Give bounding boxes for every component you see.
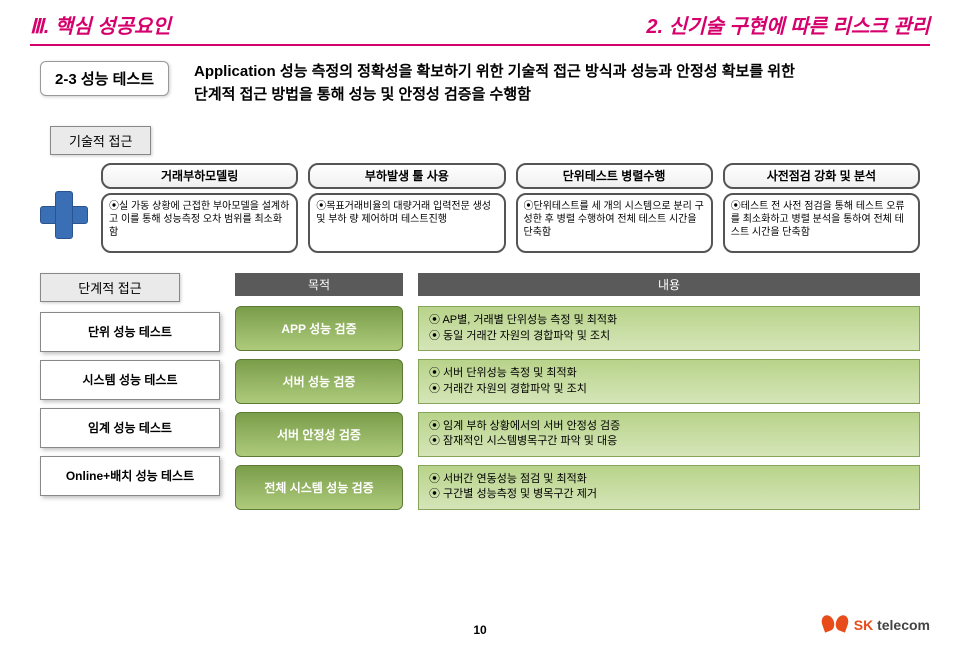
tech-approach-label: 기술적 접근	[50, 126, 151, 155]
purpose-box-0: APP 성능 검증	[235, 306, 403, 351]
stage-row-0: APP 성능 검증 ⦿ AP별, 거래별 단위성능 측정 및 최적화 ⦿ 동일 …	[235, 306, 920, 351]
sk-telecom-logo: SK telecom	[822, 615, 930, 635]
content-box-3: ⦿ 서버간 연동성능 점검 및 최적화 ⦿ 구간별 성능측정 및 병목구간 제거	[418, 465, 920, 510]
header-left-title: Ⅲ. 핵심 성공요인	[30, 10, 171, 39]
logo-text: SK telecom	[854, 617, 930, 633]
tech-desc-1: ⦿목표거래비율의 대량거래 입력전문 생성 및 부하 량 제어하며 테스트진행	[308, 193, 505, 253]
tech-desc-2: ⦿단위테스트를 세 개의 시스템으로 분리 구성한 후 병렬 수행하여 전체 테…	[516, 193, 713, 253]
stage-box-3: Online+배치 성능 테스트	[40, 456, 220, 496]
tech-title-2: 단위테스트 병렬수행	[516, 163, 713, 189]
tech-title-3: 사전점검 강화 및 분석	[723, 163, 920, 189]
stage-header-row: 목적 내용	[235, 273, 920, 296]
tech-col-3: 사전점검 강화 및 분석 ⦿테스트 전 사전 점검을 통해 테스트 오류를 최소…	[723, 163, 920, 253]
stage-right-column: 목적 내용 APP 성능 검증 ⦿ AP별, 거래별 단위성능 측정 및 최적화…	[235, 273, 920, 509]
content-line: ⦿ 동일 거래간 자원의 경합파악 및 조치	[429, 329, 909, 344]
stage-header-content: 내용	[418, 273, 920, 296]
logo-sk: SK	[854, 617, 873, 633]
content-box-0: ⦿ AP별, 거래별 단위성능 측정 및 최적화 ⦿ 동일 거래간 자원의 경합…	[418, 306, 920, 351]
page-number: 10	[473, 623, 486, 637]
intro-line-1: Application 성능 측정의 정확성을 확보하기 위한 기술적 접근 방…	[194, 61, 795, 84]
content-line: ⦿ 구간별 성능측정 및 병목구간 제거	[429, 487, 909, 502]
content-box-2: ⦿ 임계 부하 상황에서의 서버 안정성 검증 ⦿ 잠재적인 시스템병목구간 파…	[418, 412, 920, 457]
intro-line-2: 단계적 접근 방법을 통해 성능 및 안정성 검증을 수행함	[194, 84, 795, 107]
content-line: ⦿ 서버 단위성능 측정 및 최적화	[429, 366, 909, 381]
header-right-title: 2. 신기술 구현에 따른 리스크 관리	[646, 10, 930, 39]
content-line: ⦿ 잠재적인 시스템병목구간 파악 및 대응	[429, 434, 909, 449]
stage-row-2: 서버 안정성 검증 ⦿ 임계 부하 상황에서의 서버 안정성 검증 ⦿ 잠재적인…	[235, 412, 920, 457]
purpose-box-2: 서버 안정성 검증	[235, 412, 403, 457]
intro-row: 2-3 성능 테스트 Application 성능 측정의 정확성을 확보하기 …	[0, 61, 960, 106]
stage-left-column: 단계적 접근 단위 성능 테스트 시스템 성능 테스트 임계 성능 테스트 On…	[40, 273, 220, 509]
section-badge: 2-3 성능 테스트	[40, 61, 169, 96]
tech-desc-0: ⦿실 가동 상황에 근접한 부아모델을 설계하고 이를 통해 성능측정 오차 범…	[101, 193, 298, 253]
tech-approach-row: 거래부하모델링 ⦿실 가동 상황에 근접한 부아모델을 설계하고 이를 통해 성…	[0, 163, 960, 253]
content-line: ⦿ 서버간 연동성능 점검 및 최적화	[429, 472, 909, 487]
stage-container: 단계적 접근 단위 성능 테스트 시스템 성능 테스트 임계 성능 테스트 On…	[0, 273, 960, 509]
content-line: ⦿ AP별, 거래별 단위성능 측정 및 최적화	[429, 313, 909, 328]
purpose-box-3: 전체 시스템 성능 검증	[235, 465, 403, 510]
tech-title-0: 거래부하모델링	[101, 163, 298, 189]
plus-icon	[40, 191, 86, 237]
stage-approach-label: 단계적 접근	[40, 273, 180, 302]
purpose-box-1: 서버 성능 검증	[235, 359, 403, 404]
page-header: Ⅲ. 핵심 성공요인 2. 신기술 구현에 따른 리스크 관리	[0, 0, 960, 44]
tech-title-1: 부하발생 툴 사용	[308, 163, 505, 189]
content-line: ⦿ 거래간 자원의 경합파악 및 조치	[429, 382, 909, 397]
tech-col-0: 거래부하모델링 ⦿실 가동 상황에 근접한 부아모델을 설계하고 이를 통해 성…	[101, 163, 298, 253]
stage-box-0: 단위 성능 테스트	[40, 312, 220, 352]
content-line: ⦿ 임계 부하 상황에서의 서버 안정성 검증	[429, 419, 909, 434]
logo-telecom: telecom	[873, 617, 930, 633]
tech-desc-3: ⦿테스트 전 사전 점검을 통해 테스트 오류를 최소화하고 병렬 분석을 통하…	[723, 193, 920, 253]
logo-wings-icon	[822, 615, 848, 635]
stage-header-purpose: 목적	[235, 273, 403, 296]
content-box-1: ⦿ 서버 단위성능 측정 및 최적화 ⦿ 거래간 자원의 경합파악 및 조치	[418, 359, 920, 404]
intro-text: Application 성능 측정의 정확성을 확보하기 위한 기술적 접근 방…	[194, 61, 795, 106]
header-divider	[30, 44, 930, 46]
tech-col-2: 단위테스트 병렬수행 ⦿단위테스트를 세 개의 시스템으로 분리 구성한 후 병…	[516, 163, 713, 253]
stage-box-1: 시스템 성능 테스트	[40, 360, 220, 400]
stage-row-3: 전체 시스템 성능 검증 ⦿ 서버간 연동성능 점검 및 최적화 ⦿ 구간별 성…	[235, 465, 920, 510]
stage-row-1: 서버 성능 검증 ⦿ 서버 단위성능 측정 및 최적화 ⦿ 거래간 자원의 경합…	[235, 359, 920, 404]
tech-col-1: 부하발생 툴 사용 ⦿목표거래비율의 대량거래 입력전문 생성 및 부하 량 제…	[308, 163, 505, 253]
stage-box-2: 임계 성능 테스트	[40, 408, 220, 448]
